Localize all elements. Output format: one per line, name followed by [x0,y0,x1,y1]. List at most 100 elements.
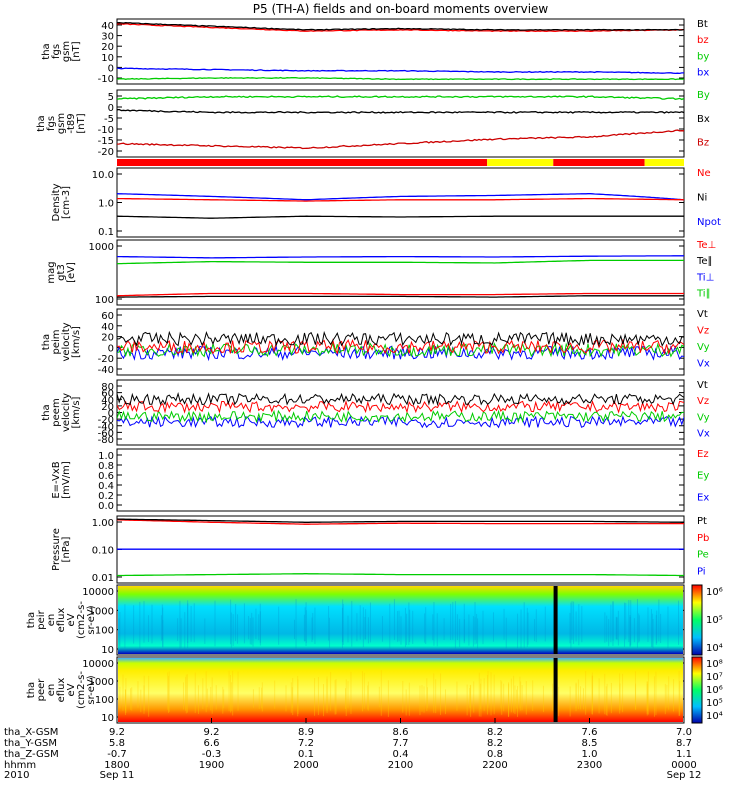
ytick-label: 1000 [89,677,114,688]
legend-Vx: Vx [697,358,710,369]
series-Vz [117,338,684,356]
xaxis-value: 7.2 [298,738,314,749]
panel-ylabel: gsm [61,41,72,62]
series-bx [117,67,684,75]
ytick-label: 10000 [82,659,114,670]
legend-bx: bx [697,68,709,79]
colorbar-label: 10⁶ [706,685,723,696]
panel-ylabel: [nT] [76,113,87,133]
panel-ylabel: velocity [61,393,72,432]
ytick-label: 60 [101,311,114,322]
xaxis-value: 8.6 [393,727,409,738]
colorbar [691,656,703,724]
panel-ylabel: tha [26,682,37,698]
panel-ylabel: en [46,684,57,697]
xaxis-value: 1.0 [582,749,598,760]
panel-ylabel: peem [51,398,62,426]
xaxis-value: 8.2 [487,727,503,738]
ytick-label: 1.00 [92,518,114,529]
series-group-temperature [117,255,684,298]
series-Bt [117,22,684,31]
panel-ylabel: gt3 [56,264,67,281]
colorbar-label: 10⁸ [706,659,723,670]
series-Bx [117,108,684,114]
panel-frame [116,379,685,446]
ytick-label: -5 [104,114,114,125]
panel-ylabel: E=-VxB [51,461,62,498]
ytick-label: 40 [101,21,114,32]
colorbar [691,584,703,656]
ytick-label: -10 [98,125,114,136]
ytick-label: 0.4 [98,481,114,492]
xaxis-row-label: hhmm [4,760,36,771]
colorbar-label: 10⁴ [706,711,723,722]
status-segment [644,159,684,166]
panel-ylabel: tha [36,115,47,131]
panel-ylabel: en [46,614,57,627]
ytick-label: 0 [108,409,114,420]
ytick-label: 80 [101,382,114,393]
ytick-label: -20 [98,354,114,365]
legend-Vt: Vt [697,380,708,391]
panel-ylabel: [km/s] [71,396,82,428]
panel-ylabel: eflux [56,678,67,703]
ytick-label: 20 [101,333,114,344]
ytick-label: 10 [101,713,114,724]
series-group-fgs_gsm [117,22,684,81]
panel-frame [116,167,685,238]
series-group-fgs_gsm_t89 [117,95,684,150]
colorbar-label: 10⁴ [706,643,723,654]
ytick-label: -15 [98,136,114,147]
legend-Pe: Pe [697,550,709,561]
mode-status-bar [117,159,684,166]
panel-frame [116,18,685,85]
panel-ylabel: Density [51,183,62,221]
series-Te⊥ [117,292,684,297]
xaxis-value: 0.1 [298,749,314,760]
legend-Vy: Vy [697,342,710,353]
legend-Vt: Vt [697,309,708,320]
ytick-label: 40 [101,322,114,333]
xaxis-value: 7.7 [393,738,409,749]
series-group-peem_velocity [117,392,684,429]
ytick-label: 100 [95,626,114,637]
series-Vt [117,392,684,407]
series-Npot [117,193,684,201]
panel-ylabel: (cm2-s- [76,601,87,639]
legend-By: By [697,90,710,101]
ytick-label: 100 [95,695,114,706]
xaxis-value: 8.9 [298,727,314,738]
legend-Npot: Npot [697,217,721,228]
colorbar-label: 10⁷ [706,672,723,683]
ytick-label: 5 [108,92,114,103]
panel-ylabel: tha [41,404,52,420]
series-group-pressure [117,518,684,577]
ytick-label: 60 [101,389,114,400]
ytick-label: 20 [101,402,114,413]
series-Vz [117,399,684,414]
panel-ylabel: -t89 [66,113,77,133]
panel-ylabel: eflux [56,608,67,633]
legend-Bt: Bt [697,19,708,30]
legend-Vz: Vz [697,396,709,407]
panel-frame [116,448,685,512]
panel-ylabel: [eV] [66,262,77,283]
series-Pe [117,573,684,577]
ytick-label: -60 [98,428,114,439]
xaxis-value: 7.6 [582,727,598,738]
legend-Vz: Vz [697,325,709,336]
xaxis-value: 5.8 [109,738,125,749]
panel-ylabel: Pressure [51,528,62,571]
panel-ylabel: tha [41,43,52,59]
plot-title: P5 (TH-A) fields and on-board moments ov… [253,2,549,16]
xaxis-value: 9.2 [109,727,125,738]
x-axis-labels: tha_X-GSMtha_Y-GSMtha_Z-GSMhhmm20109.25.… [4,718,701,781]
xaxis-value: 8.2 [487,738,503,749]
panel-ylabel: tha [26,612,37,628]
legend-Vy: Vy [697,412,710,423]
xaxis-value: 1900 [199,760,224,771]
panel-ylabel: tha [41,334,52,350]
panel-ylabel: (cm2-s- [76,671,87,709]
spectrogram-gap [553,658,558,722]
xaxis-value: 2100 [388,760,413,771]
